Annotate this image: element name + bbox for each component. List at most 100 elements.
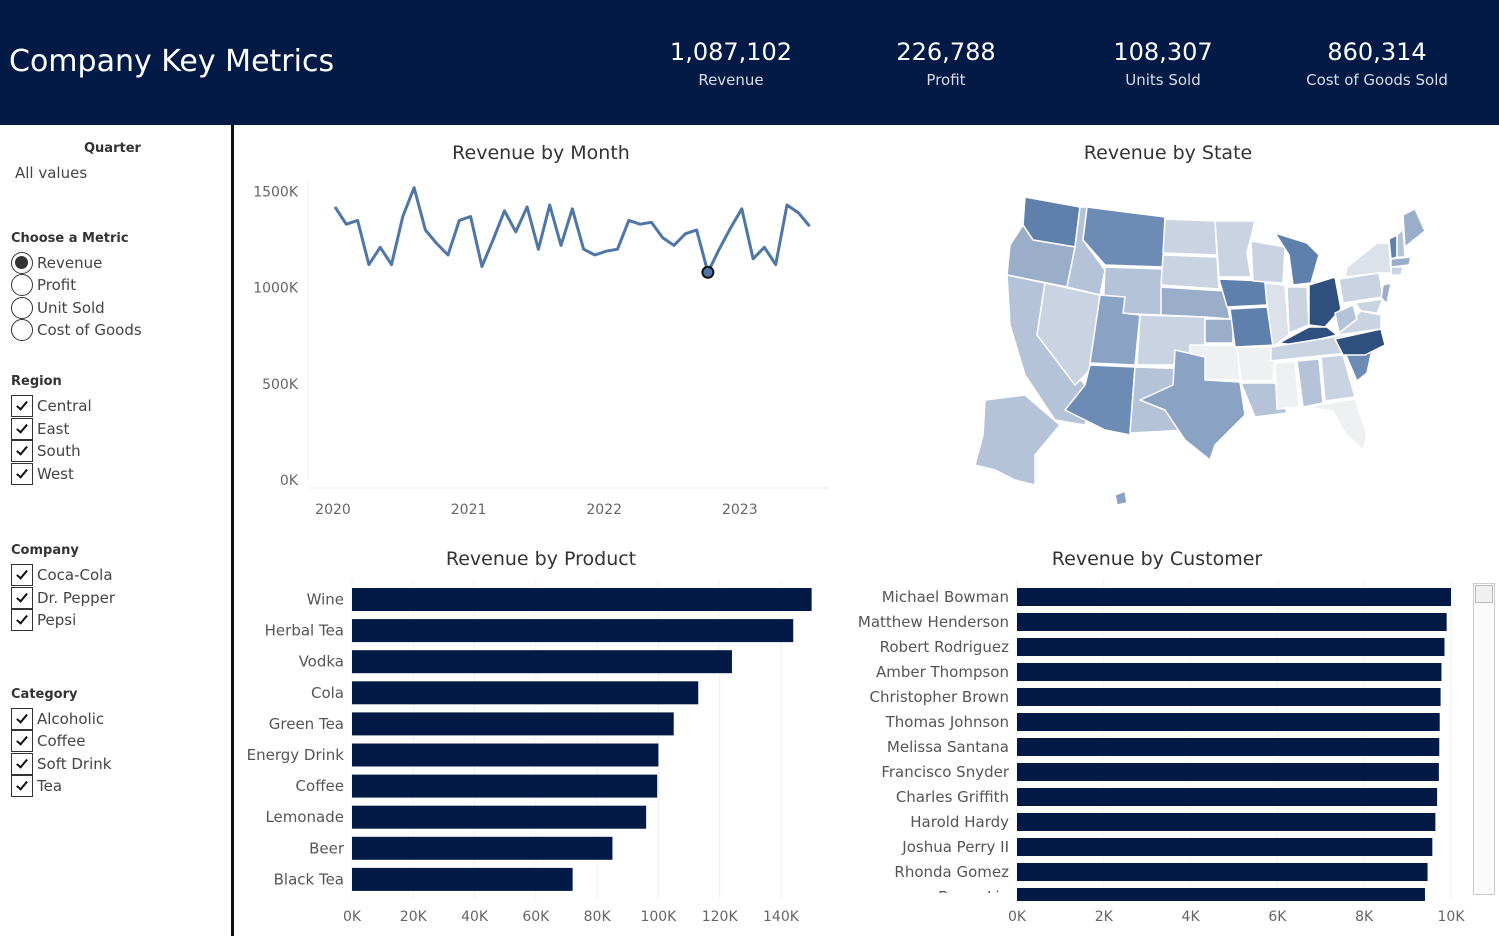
line-chart-point[interactable] bbox=[422, 227, 428, 233]
line-chart-point[interactable] bbox=[445, 252, 451, 258]
company-option-dr-pepper[interactable]: Dr. Pepper bbox=[11, 587, 115, 609]
category-option-tea[interactable]: Tea bbox=[11, 775, 62, 797]
map-state-iowa[interactable] bbox=[1218, 278, 1268, 308]
revenue-by-customer-chart[interactable]: 0K 2K 4K 6K 8K 10K Michael Bowman Matthew Hende… bbox=[850, 575, 1470, 930]
map-state-arkansas[interactable] bbox=[1236, 346, 1276, 382]
customer-list-scrollbar[interactable] bbox=[1473, 583, 1495, 895]
metric-option-revenue[interactable]: Revenue bbox=[11, 252, 102, 274]
customer-chart-bar[interactable] bbox=[1017, 863, 1428, 881]
line-chart-point[interactable] bbox=[355, 217, 361, 223]
line-chart-point[interactable] bbox=[524, 204, 530, 210]
map-state-alabama[interactable] bbox=[1296, 358, 1324, 408]
product-chart-bar[interactable] bbox=[352, 619, 794, 643]
product-chart-bar[interactable] bbox=[352, 743, 659, 767]
map-state-hawaii[interactable] bbox=[1114, 490, 1128, 506]
line-chart-point[interactable] bbox=[377, 244, 383, 250]
product-chart-bar[interactable] bbox=[352, 805, 647, 829]
region-option-west[interactable]: West bbox=[11, 463, 74, 485]
map-state-new-york[interactable] bbox=[1344, 242, 1392, 278]
line-chart-point[interactable] bbox=[366, 262, 372, 268]
line-chart-point[interactable] bbox=[637, 221, 643, 227]
map-state-minnesota[interactable] bbox=[1214, 220, 1256, 278]
checkbox-checked-icon[interactable] bbox=[11, 440, 33, 462]
line-chart-point[interactable] bbox=[682, 231, 688, 237]
map-state-texas[interactable] bbox=[1139, 349, 1246, 461]
customer-chart-bar[interactable] bbox=[1017, 638, 1445, 656]
checkbox-checked-icon[interactable] bbox=[11, 587, 33, 609]
line-chart-point[interactable] bbox=[671, 242, 677, 248]
map-state-massachusetts[interactable] bbox=[1390, 256, 1412, 268]
line-chart-point[interactable] bbox=[660, 235, 666, 241]
line-chart-point[interactable] bbox=[750, 256, 756, 262]
map-state-west-virginia[interactable] bbox=[1334, 304, 1358, 334]
company-option-pepsi[interactable]: Pepsi bbox=[11, 609, 76, 631]
map-state-alaska[interactable] bbox=[974, 394, 1061, 486]
revenue-by-state-map[interactable] bbox=[915, 185, 1435, 515]
line-chart-point[interactable] bbox=[626, 217, 632, 223]
customer-chart-bar[interactable] bbox=[1017, 738, 1440, 756]
line-chart-point[interactable] bbox=[716, 246, 722, 252]
checkbox-checked-icon[interactable] bbox=[11, 609, 33, 631]
checkbox-checked-icon[interactable] bbox=[11, 564, 33, 586]
map-state-maine[interactable] bbox=[1402, 208, 1426, 248]
map-state-montana[interactable] bbox=[1082, 206, 1166, 268]
line-chart-point[interactable] bbox=[456, 217, 462, 223]
line-chart-point[interactable] bbox=[343, 221, 349, 227]
map-state-connecticut[interactable] bbox=[1390, 266, 1404, 276]
metric-option-profit[interactable]: Profit bbox=[11, 274, 76, 296]
category-option-alcoholic[interactable]: Alcoholic bbox=[11, 708, 104, 730]
line-chart-point[interactable] bbox=[558, 242, 564, 248]
radio-icon[interactable] bbox=[11, 297, 33, 319]
line-chart-point[interactable] bbox=[400, 214, 406, 220]
metric-option-cost-of-goods[interactable]: Cost of Goods bbox=[11, 319, 142, 341]
map-state-south-dakota[interactable] bbox=[1160, 254, 1220, 290]
product-chart-bar[interactable] bbox=[352, 712, 674, 736]
line-chart-point[interactable] bbox=[581, 246, 587, 252]
region-option-central[interactable]: Central bbox=[11, 395, 92, 417]
customer-chart-bar[interactable] bbox=[1017, 588, 1451, 606]
line-chart-point[interactable] bbox=[389, 262, 395, 268]
checkbox-checked-icon[interactable] bbox=[11, 730, 33, 752]
product-chart-bar[interactable] bbox=[352, 774, 658, 798]
line-chart-point[interactable] bbox=[490, 237, 496, 243]
line-chart-point[interactable] bbox=[569, 206, 575, 212]
line-chart-point[interactable] bbox=[795, 210, 801, 216]
line-chart-point[interactable] bbox=[535, 246, 541, 252]
scrollbar-thumb[interactable] bbox=[1475, 585, 1493, 603]
revenue-by-product-chart[interactable]: 0K 20K 40K 60K 80K 100K 120K 140K Wine Herbal Tea… bbox=[240, 575, 840, 930]
map-state-maryland[interactable] bbox=[1354, 298, 1384, 314]
radio-icon[interactable] bbox=[11, 274, 33, 296]
line-chart-series-revenue[interactable] bbox=[333, 186, 811, 274]
radio-icon[interactable] bbox=[11, 319, 33, 341]
customer-chart-bar[interactable] bbox=[1017, 688, 1441, 706]
map-state-florida[interactable] bbox=[1304, 398, 1368, 451]
checkbox-checked-icon[interactable] bbox=[11, 463, 33, 485]
line-chart-point[interactable] bbox=[468, 214, 474, 220]
line-chart-point[interactable] bbox=[547, 202, 553, 208]
line-chart-point[interactable] bbox=[434, 240, 440, 246]
map-state-vermont[interactable] bbox=[1388, 234, 1398, 260]
map-state-wisconsin[interactable] bbox=[1250, 240, 1286, 284]
line-chart-point[interactable] bbox=[615, 246, 621, 252]
product-chart-bar[interactable] bbox=[352, 867, 573, 891]
line-chart-point[interactable] bbox=[479, 264, 485, 270]
line-chart-point[interactable] bbox=[807, 223, 813, 229]
map-state-ohio[interactable] bbox=[1308, 276, 1342, 328]
checkbox-checked-icon[interactable] bbox=[11, 708, 33, 730]
customer-chart-bar[interactable] bbox=[1017, 888, 1425, 901]
map-state-new-jersey[interactable] bbox=[1380, 282, 1392, 304]
map-state-missouri[interactable] bbox=[1229, 306, 1278, 348]
line-chart-point[interactable] bbox=[773, 262, 779, 268]
line-chart-point[interactable] bbox=[332, 204, 338, 210]
line-chart-point[interactable] bbox=[784, 202, 790, 208]
map-state-michigan[interactable] bbox=[1274, 232, 1320, 286]
revenue-by-month-chart[interactable]: 1500K 1000K 500K 0K 2020 2021 2022 2023 bbox=[240, 170, 840, 525]
customer-chart-bar[interactable] bbox=[1017, 838, 1433, 856]
product-chart-bar[interactable] bbox=[352, 650, 732, 674]
product-chart-bar[interactable] bbox=[352, 681, 699, 705]
customer-chart-bar[interactable] bbox=[1017, 813, 1436, 831]
checkbox-checked-icon[interactable] bbox=[11, 753, 33, 775]
customer-chart-bar[interactable] bbox=[1017, 663, 1442, 681]
line-chart-point[interactable] bbox=[761, 244, 767, 250]
line-chart-point[interactable] bbox=[603, 248, 609, 254]
